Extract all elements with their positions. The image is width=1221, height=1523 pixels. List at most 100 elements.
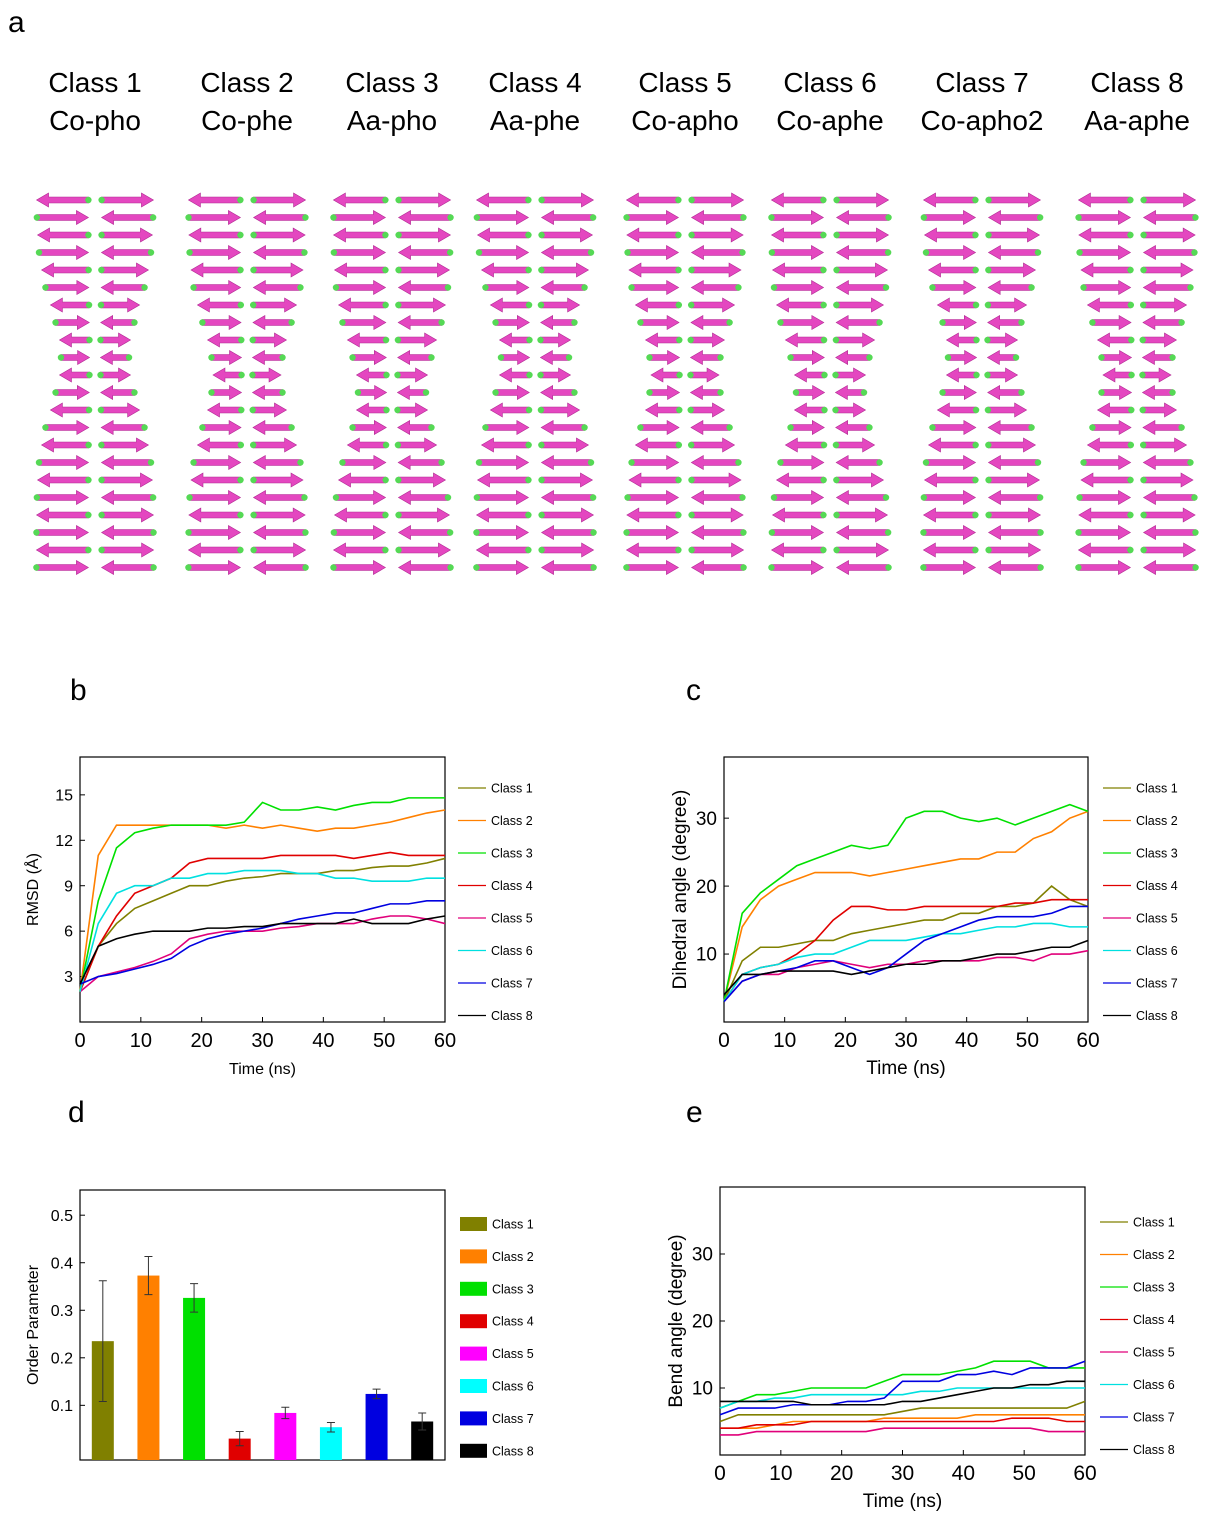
turn [984, 336, 991, 344]
strand [397, 244, 451, 261]
strand [691, 262, 742, 278]
strand [932, 419, 977, 436]
turn [301, 249, 308, 256]
turn [832, 371, 839, 379]
turn [190, 459, 197, 466]
turn [1034, 459, 1042, 466]
data-line [79, 797, 445, 992]
turn [581, 424, 588, 431]
turn [147, 249, 155, 256]
y-tick-label: 10 [696, 945, 717, 966]
turn [302, 564, 309, 571]
strand [252, 454, 301, 471]
turn [538, 476, 545, 484]
strand [540, 384, 575, 401]
strand [541, 227, 594, 243]
turn [332, 284, 340, 291]
strand [988, 524, 1041, 541]
turn [885, 214, 892, 221]
strand [193, 454, 242, 471]
turn [1018, 319, 1025, 326]
strand [206, 332, 242, 348]
strand [628, 262, 679, 278]
strand [770, 192, 824, 208]
strand [100, 209, 154, 226]
turn [185, 564, 192, 571]
strand [942, 384, 977, 401]
turn [985, 441, 992, 449]
turn [922, 249, 930, 256]
turn [395, 231, 402, 239]
turn [1128, 371, 1135, 379]
turn [739, 494, 746, 501]
turn [473, 529, 480, 536]
turn [675, 476, 682, 484]
strand [923, 209, 977, 226]
turn [85, 511, 92, 519]
strand [690, 489, 743, 506]
strand [397, 437, 438, 453]
turn [249, 371, 256, 379]
legend-label: Class 5 [492, 1347, 534, 1361]
data-line [723, 810, 1089, 1002]
strand [1078, 524, 1132, 541]
turn [833, 301, 840, 309]
turn [98, 231, 105, 239]
turn [821, 406, 828, 414]
strand [540, 314, 575, 331]
turn [920, 494, 928, 501]
x-tick-label: 10 [130, 1030, 152, 1052]
turn [238, 371, 245, 379]
strand [835, 489, 887, 506]
strand [927, 437, 976, 453]
turn [444, 494, 452, 501]
turn [571, 389, 578, 396]
strand [1143, 192, 1197, 208]
turn [985, 476, 992, 484]
turn [185, 214, 192, 221]
strand [690, 332, 726, 348]
turn [920, 529, 927, 536]
class-name: Co-aphe [776, 105, 883, 136]
bar [137, 1275, 160, 1460]
turn [475, 459, 483, 466]
strand [1142, 209, 1196, 226]
class-name: Co-apho2 [921, 105, 1044, 136]
y-axis-label: Order Parameter [25, 1264, 42, 1385]
strand [631, 454, 680, 471]
turn [688, 546, 695, 554]
strand [690, 419, 730, 436]
strand [541, 524, 594, 541]
strand [252, 244, 305, 261]
turn [538, 511, 545, 519]
turn [538, 546, 545, 554]
turn [150, 564, 157, 571]
x-tick-label: 30 [894, 1029, 917, 1052]
strand [923, 524, 976, 541]
turn [1178, 319, 1185, 326]
data-line [719, 1387, 1085, 1409]
turn [537, 301, 545, 309]
x-axis-label: Time (ns) [229, 1061, 296, 1078]
turn [984, 406, 992, 414]
x-tick-label: 0 [74, 1030, 85, 1052]
data-line [79, 915, 446, 993]
turn [985, 231, 992, 239]
strand [923, 227, 976, 243]
class-label: Class 7 [935, 67, 1028, 98]
panel-label: b [70, 674, 87, 707]
strand [253, 472, 304, 488]
strand [489, 297, 530, 313]
strand [927, 262, 976, 278]
turn [1075, 214, 1082, 221]
turn [382, 301, 389, 309]
legend-label: Class 4 [491, 879, 533, 893]
fibril-structure [623, 192, 747, 576]
x-tick-label: 10 [769, 1462, 792, 1485]
turn [735, 459, 742, 466]
legend-label: Class 5 [1133, 1346, 1175, 1360]
turn [1036, 494, 1044, 501]
strand [252, 297, 298, 313]
strand [253, 227, 306, 243]
